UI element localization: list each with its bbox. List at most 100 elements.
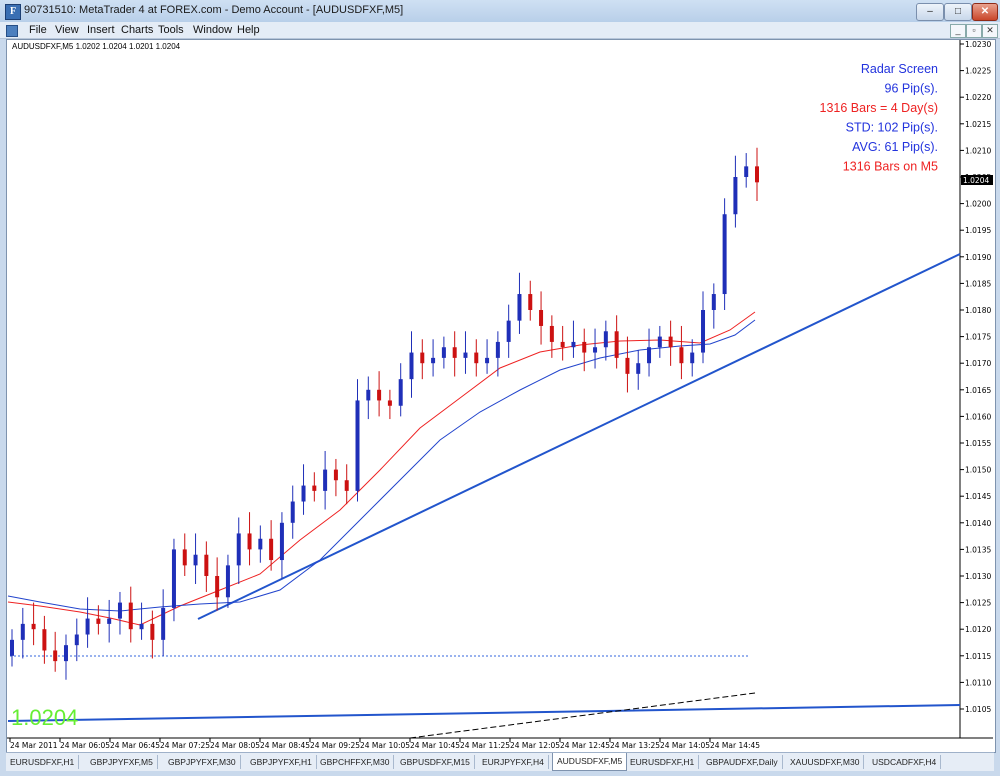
time-tick-label: 24 Mar 09:25: [310, 741, 360, 750]
price-tick-label: 1.0110: [965, 678, 991, 687]
price-tick-label: 1.0195: [965, 226, 991, 235]
dashed-projection-line: [409, 692, 756, 739]
candle-body: [236, 533, 241, 566]
tab-gbpjpy-m5[interactable]: GBPJPYFXF,M5: [86, 755, 158, 769]
candle-body: [711, 294, 716, 310]
price-tick-label: 1.0210: [965, 146, 991, 155]
chart-tabs: EURUSDFXF,H1 GBPJPYFXF,M5 GBPJPYFXF,M30 …: [6, 752, 994, 771]
time-tick-label: 24 Mar 14:45: [710, 741, 760, 750]
mdi-minimize-button[interactable]: _: [950, 24, 966, 38]
candle-body: [290, 501, 295, 523]
candle-body: [139, 623, 144, 630]
mdi-close-button[interactable]: ✕: [982, 24, 998, 38]
tab-gbpjpy-m30[interactable]: GBPJPYFXF,M30: [164, 755, 241, 769]
menu-help[interactable]: Help: [237, 24, 260, 36]
candle-body: [225, 565, 230, 598]
radar-line-2: 1316 Bars = 4 Day(s): [820, 101, 938, 115]
candle-body: [377, 389, 382, 401]
candle-body: [647, 347, 652, 364]
candle-body: [690, 352, 695, 364]
menu-window[interactable]: Window: [193, 24, 233, 36]
candle-body: [722, 214, 727, 295]
candle-body: [312, 485, 317, 491]
candle-body: [441, 347, 446, 358]
candle-body: [344, 480, 349, 491]
candle-body: [625, 357, 630, 374]
tab-usdcad-h4[interactable]: USDCADFXF,H4: [868, 755, 942, 769]
price-tick-label: 1.0185: [965, 279, 991, 288]
close-button[interactable]: ✕: [972, 3, 998, 21]
menu-tools[interactable]: Tools: [158, 24, 184, 36]
mdi-restore-button[interactable]: ▫: [966, 24, 982, 38]
candle-body: [10, 639, 14, 656]
time-tick-label: 24 Mar 10:45: [410, 741, 460, 750]
time-tick-label: 24 Mar 14:05: [660, 741, 710, 750]
maximize-button[interactable]: □: [944, 3, 972, 21]
tab-label: XAUUSDFXF,M30: [790, 757, 860, 767]
tab-label: GBPAUDFXF,Daily: [706, 757, 778, 767]
candle-body: [474, 352, 479, 364]
candle-body: [247, 533, 252, 550]
price-tick-label: 1.0150: [965, 466, 991, 475]
candle-body: [63, 645, 68, 662]
chart-window-icon[interactable]: [6, 25, 18, 37]
candle-body: [96, 618, 101, 624]
price-tick-label: 1.0160: [965, 412, 991, 421]
candle-body: [420, 352, 425, 364]
price-tick-label: 1.0220: [965, 93, 991, 102]
candle-body: [506, 320, 511, 342]
window-title: 90731510: MetaTrader 4 at FOREX.com - De…: [24, 4, 404, 16]
chart-window[interactable]: [6, 39, 996, 753]
time-tick-label: 24 Mar 06:05: [60, 741, 110, 750]
candle-body: [204, 554, 209, 576]
tab-label: GBPUSDFXF,M15: [400, 757, 470, 767]
big-price-display: 1.0204: [11, 705, 79, 730]
tab-gbpjpy-h1[interactable]: GBPJPYFXF,H1: [246, 755, 317, 769]
app-icon: F: [5, 4, 21, 20]
current-price-marker: [961, 175, 993, 185]
price-tick-label: 1.0200: [965, 200, 991, 209]
candle-body: [539, 310, 544, 326]
tab-label: USDCADFXF,H4: [872, 757, 937, 767]
candle-body: [128, 602, 133, 630]
tab-gbpusd-m15[interactable]: GBPUSDFXF,M15: [396, 755, 475, 769]
candles: [10, 147, 759, 680]
minimize-button[interactable]: –: [916, 3, 944, 21]
price-tick-label: 1.0215: [965, 120, 991, 129]
tab-gbpaud-daily[interactable]: GBPAUDFXF,Daily: [702, 755, 783, 769]
time-tick-label: 24 Mar 07:25: [160, 741, 210, 750]
candle-body: [571, 341, 576, 348]
price-tick-label: 1.0225: [965, 67, 991, 76]
time-tick-label: 24 Mar 12:05: [510, 741, 560, 750]
candle-body: [269, 538, 274, 561]
time-tick-label: 24 Mar 08:05: [210, 741, 260, 750]
tab-eurjpy-h4[interactable]: EURJPYFXF,H4: [478, 755, 549, 769]
price-axis: 1.02301.02251.02201.02151.02101.02051.02…: [960, 40, 991, 714]
candle-body: [215, 576, 220, 598]
candle-body: [193, 554, 198, 566]
bottom-trend-line: [7, 704, 961, 722]
tab-xauusd-m30[interactable]: XAUUSDFXF,M30: [786, 755, 865, 769]
moving-average-fast: [7, 311, 756, 626]
menu-view[interactable]: View: [55, 24, 79, 36]
time-tick-label: 24 Mar 08:45: [260, 741, 310, 750]
tab-eurusd-h1-2[interactable]: EURUSDFXF,H1: [626, 755, 700, 769]
candle-body: [42, 629, 47, 651]
tab-gbpchf-m30[interactable]: GBPCHFFXF,M30: [316, 755, 395, 769]
price-tick-label: 1.0120: [965, 625, 991, 634]
tab-audusd-m5[interactable]: AUDUSDFXF,M5: [552, 753, 628, 771]
candle-body: [366, 389, 371, 401]
title-bar: F 90731510: MetaTrader 4 at FOREX.com - …: [0, 0, 1000, 23]
tab-eurusd-h1[interactable]: EURUSDFXF,H1: [6, 755, 80, 769]
menu-file[interactable]: File: [29, 24, 47, 36]
menu-charts[interactable]: Charts: [121, 24, 154, 36]
menu-insert[interactable]: Insert: [87, 24, 115, 36]
candle-body: [53, 650, 58, 662]
candle-body: [657, 336, 662, 348]
tab-label: GBPJPYFXF,M30: [168, 757, 236, 767]
candle-body: [107, 618, 112, 624]
candle-body: [636, 363, 641, 374]
candle-body: [549, 325, 554, 342]
time-axis: 24 Mar 2011 24 Mar 06:05 24 Mar 06:45 24 Ma…: [9, 738, 760, 750]
